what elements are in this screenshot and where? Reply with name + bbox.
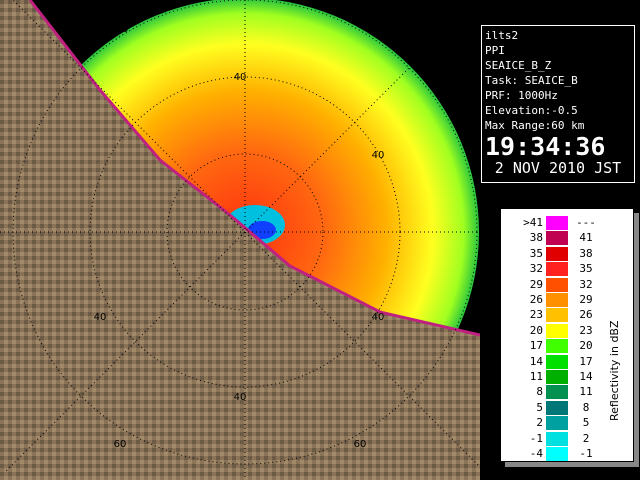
legend-high: 26 (579, 308, 593, 322)
legend-high: 20 (579, 339, 593, 353)
legend-high: 17 (579, 354, 593, 368)
legend-swatch (546, 216, 568, 230)
info-line: PPI (485, 44, 505, 57)
legend-high: 5 (582, 416, 590, 430)
legend-high: 41 (579, 231, 593, 245)
info-line: Task: SEAICE_B (485, 74, 578, 87)
legend-swatch (546, 277, 568, 292)
legend-swatch (546, 416, 568, 431)
legend-low: -1 (529, 431, 543, 445)
legend-low: 32 (529, 262, 543, 276)
range-label: 40 (234, 392, 247, 403)
legend-low: 2 (536, 416, 543, 430)
legend-swatch (546, 354, 568, 369)
range-label: 60 (116, 24, 129, 35)
legend-swatch (546, 293, 568, 307)
legend-low: 17 (529, 339, 543, 353)
legend: Reflectivity in dBZ >41 --- 38 41 35 38 32 35 29… (500, 208, 634, 462)
legend-low: 38 (529, 231, 543, 245)
legend-high: 2 (582, 431, 590, 445)
radar-map: 60 40 40 40 40 60 60 40 (0, 0, 480, 480)
legend-row: 32 35 (509, 261, 605, 277)
range-label: 40 (94, 312, 107, 323)
legend-low: 23 (529, 308, 543, 322)
legend-high: 8 (582, 400, 590, 414)
info-line: Max Range:60 km (485, 119, 585, 132)
legend-row: 17 20 (509, 338, 605, 354)
legend-low: 35 (529, 246, 543, 260)
legend-swatch (546, 431, 568, 446)
range-rings (0, 0, 480, 480)
legend-swatch (546, 339, 568, 354)
land (0, 0, 480, 480)
legend-low: 14 (529, 354, 543, 368)
info-line: Elevation:-0.5 (485, 104, 578, 117)
legend-row: >41 --- (509, 215, 605, 230)
legend-row: 8 11 (509, 384, 605, 400)
info-line: ilts2 (485, 29, 519, 42)
legend-row: -1 2 (509, 431, 605, 446)
legend-swatch (546, 246, 568, 261)
legend-low: 5 (536, 400, 543, 414)
legend-high: 11 (579, 385, 593, 399)
legend-row: 29 32 (509, 277, 605, 292)
legend-high: 29 (579, 293, 593, 306)
coast-echo (28, 0, 480, 337)
legend-swatch (546, 370, 568, 384)
info-panel: ilts2 PPI SEAICE_B_Z Task: SEAICE_B PRF:… (481, 25, 635, 183)
range-label: 40 (372, 312, 385, 323)
legend-row: 23 26 (509, 307, 605, 323)
legend-high: 35 (579, 262, 593, 276)
legend-swatch (546, 308, 568, 323)
range-label: 40 (234, 72, 247, 83)
legend-high: -1 (579, 447, 593, 460)
legend-row: 38 41 (509, 230, 605, 246)
legend-swatch (546, 323, 568, 338)
legend-low: 26 (529, 293, 543, 306)
legend-swatch (546, 262, 568, 277)
info-line: PRF: 1000Hz (485, 89, 558, 102)
ring (166, 153, 324, 311)
range-label: 60 (354, 439, 367, 450)
legend-high: --- (576, 216, 596, 229)
legend-low: 11 (529, 370, 543, 383)
legend-swatch (546, 400, 568, 415)
range-label: 40 (372, 150, 385, 161)
legend-swatch (546, 447, 568, 461)
legend-low: >41 (523, 216, 543, 229)
legend-low: 8 (536, 385, 543, 399)
legend-low: 29 (529, 277, 543, 291)
time: 19:34:36 (485, 132, 606, 161)
legend-row: 26 29 (509, 292, 605, 307)
legend-high: 23 (579, 323, 593, 337)
range-label: 60 (114, 439, 127, 450)
legend-low: 20 (529, 323, 543, 337)
legend-row: 35 38 (509, 246, 605, 261)
legend-low: -4 (529, 447, 543, 460)
legend-row: 14 17 (509, 354, 605, 369)
date: 2 NOV 2010 JST (494, 159, 622, 177)
legend-title: Reflectivity in dBZ (608, 320, 621, 421)
legend-high: 14 (579, 370, 593, 383)
legend-high: 32 (579, 277, 593, 291)
legend-row: 20 23 (509, 323, 605, 338)
legend-swatch (546, 385, 568, 400)
legend-row: -4 -1 (509, 446, 605, 461)
info-line: SEAICE_B_Z (485, 59, 552, 72)
legend-high: 38 (579, 246, 593, 260)
legend-swatch (546, 231, 568, 246)
legend-row: 11 14 (509, 369, 605, 384)
